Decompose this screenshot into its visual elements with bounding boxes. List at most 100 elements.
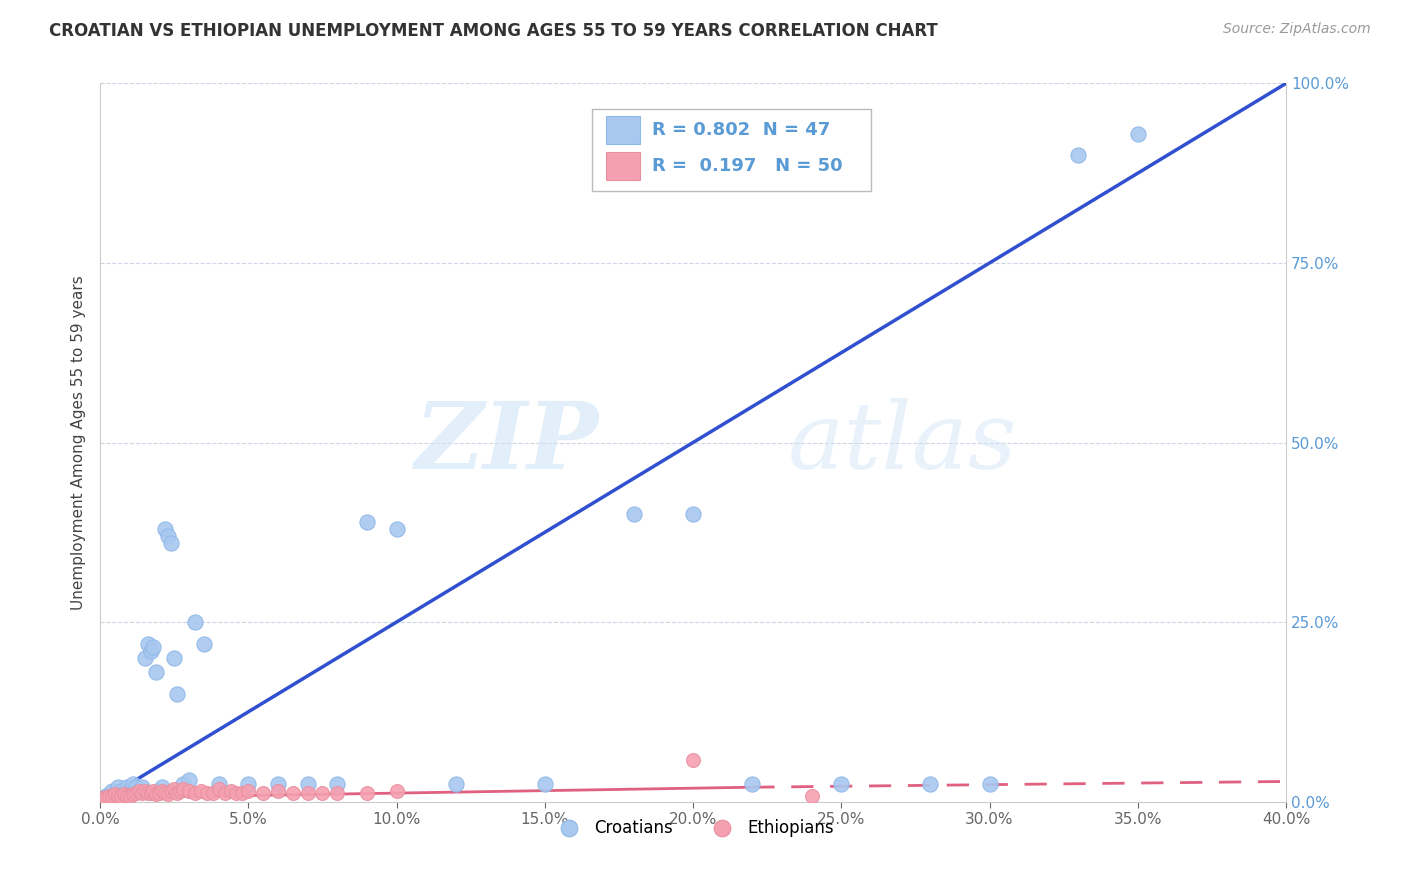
Text: CROATIAN VS ETHIOPIAN UNEMPLOYMENT AMONG AGES 55 TO 59 YEARS CORRELATION CHART: CROATIAN VS ETHIOPIAN UNEMPLOYMENT AMONG… <box>49 22 938 40</box>
Point <box>107 789 129 803</box>
Point <box>1067 148 1090 162</box>
Point <box>238 776 260 790</box>
Point <box>148 784 170 798</box>
Point <box>281 786 304 800</box>
Point <box>142 640 165 655</box>
Point <box>128 784 150 798</box>
Point <box>104 788 127 802</box>
Point <box>830 776 852 790</box>
Point <box>225 786 247 800</box>
Point <box>177 772 200 787</box>
Point <box>98 789 121 803</box>
Point <box>214 786 236 800</box>
Point <box>741 776 763 790</box>
Point <box>131 780 153 795</box>
Point <box>800 789 823 803</box>
Point <box>136 786 159 800</box>
Point <box>356 786 378 800</box>
Point <box>208 776 231 790</box>
Point <box>177 784 200 798</box>
Y-axis label: Unemployment Among Ages 55 to 59 years: Unemployment Among Ages 55 to 59 years <box>72 275 86 610</box>
Point <box>101 789 124 803</box>
Bar <box>606 152 640 180</box>
Point <box>163 781 186 796</box>
Point <box>125 780 148 795</box>
Point <box>121 776 143 790</box>
Point <box>139 644 162 658</box>
Point <box>682 508 704 522</box>
Point <box>623 508 645 522</box>
Point <box>682 753 704 767</box>
Point <box>385 784 408 798</box>
Point <box>107 780 129 795</box>
Text: R =  0.197   N = 50: R = 0.197 N = 50 <box>651 157 842 175</box>
Point <box>121 788 143 802</box>
Point <box>110 789 132 803</box>
Point <box>89 791 111 805</box>
Point <box>297 776 319 790</box>
Text: atlas: atlas <box>787 398 1018 488</box>
Point <box>311 786 333 800</box>
Point <box>94 791 117 805</box>
Point <box>166 687 188 701</box>
Point <box>157 529 180 543</box>
Point <box>118 784 141 798</box>
Point <box>356 515 378 529</box>
Point <box>155 522 177 536</box>
Point <box>134 651 156 665</box>
Point <box>98 788 121 802</box>
Point <box>160 536 183 550</box>
Point <box>160 784 183 798</box>
Point <box>979 776 1001 790</box>
Point <box>104 788 127 802</box>
Point <box>157 788 180 802</box>
Bar <box>606 116 640 145</box>
Point <box>134 784 156 798</box>
Point <box>172 776 194 790</box>
Point <box>145 788 167 802</box>
Point <box>193 637 215 651</box>
Point <box>172 781 194 796</box>
Point <box>115 780 138 795</box>
Point <box>195 786 218 800</box>
Point <box>91 791 114 805</box>
Point <box>91 791 114 805</box>
Text: R = 0.802  N = 47: R = 0.802 N = 47 <box>651 121 830 139</box>
Point <box>145 665 167 680</box>
Point <box>231 786 253 800</box>
Point <box>533 776 555 790</box>
Point <box>150 784 173 798</box>
Point <box>326 776 349 790</box>
Point <box>326 786 349 800</box>
Point <box>1126 127 1149 141</box>
Point <box>385 522 408 536</box>
Point <box>444 776 467 790</box>
Point <box>166 786 188 800</box>
Point <box>267 784 290 798</box>
Point <box>219 784 242 798</box>
Point <box>184 615 207 629</box>
Point <box>131 786 153 800</box>
Point <box>136 637 159 651</box>
Point <box>184 786 207 800</box>
Point <box>150 780 173 795</box>
Point <box>252 786 274 800</box>
Point <box>125 786 148 800</box>
Point <box>110 784 132 798</box>
Point <box>169 784 191 798</box>
Point <box>190 784 212 798</box>
Point <box>267 776 290 790</box>
Point <box>208 781 231 796</box>
Point <box>112 788 135 802</box>
Text: Source: ZipAtlas.com: Source: ZipAtlas.com <box>1223 22 1371 37</box>
Point <box>115 789 138 803</box>
Point <box>163 651 186 665</box>
Point <box>142 784 165 798</box>
Point <box>112 788 135 802</box>
Point <box>148 786 170 800</box>
Point <box>139 786 162 800</box>
Text: ZIP: ZIP <box>413 398 598 488</box>
Point <box>118 789 141 803</box>
Point <box>94 789 117 803</box>
Point <box>297 786 319 800</box>
